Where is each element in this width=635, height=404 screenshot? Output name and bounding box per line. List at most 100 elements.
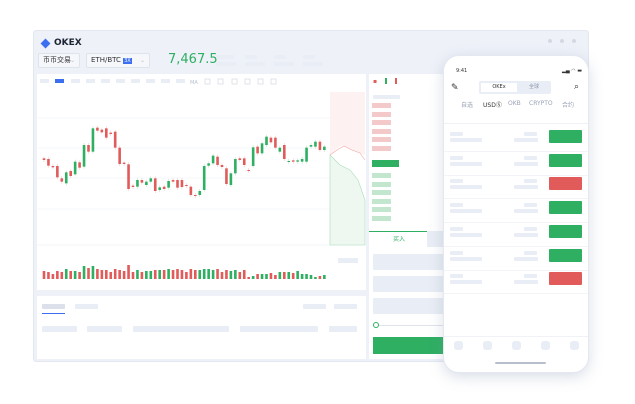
tab-futures[interactable]: 合约 (562, 102, 575, 109)
slider-track[interactable] (379, 325, 459, 326)
market-row[interactable] (444, 224, 588, 247)
interval-button[interactable] (146, 79, 155, 83)
volume-bar (291, 273, 295, 279)
market-row[interactable] (444, 176, 588, 200)
volume-bar (149, 271, 153, 279)
edit-icon[interactable]: ✎ (451, 83, 459, 93)
candle (247, 170, 250, 171)
change-badge[interactable] (549, 224, 582, 238)
tab-okb[interactable]: OKB (508, 100, 521, 107)
chart-tool-icon[interactable] (204, 78, 211, 85)
chart-tool-icon[interactable] (231, 78, 238, 85)
bottom-nav-icon[interactable] (483, 341, 492, 350)
volume-bar (189, 269, 193, 279)
interval-button[interactable] (101, 79, 110, 83)
orders-panel (37, 296, 366, 359)
change-badge[interactable] (549, 130, 582, 143)
mid-price-bar (372, 160, 399, 167)
segment-okex[interactable]: OKEx (481, 83, 517, 92)
market-row[interactable] (444, 271, 588, 295)
indicator-select[interactable]: MA (190, 80, 198, 86)
volume-bar (113, 269, 117, 279)
candle (180, 180, 184, 187)
ask-row[interactable] (372, 120, 391, 126)
change-badge[interactable] (549, 201, 582, 215)
market-row[interactable] (444, 248, 588, 271)
ask-row[interactable] (372, 137, 391, 143)
search-icon[interactable]: ⌕ (574, 82, 580, 92)
bid-row[interactable] (372, 198, 391, 204)
change-badge[interactable] (549, 153, 582, 167)
ask-row[interactable] (372, 146, 391, 151)
chart-tool-icon[interactable] (217, 78, 224, 85)
tab-usds[interactable]: USDⓈ (483, 102, 502, 109)
volume-label (338, 258, 358, 263)
total-input[interactable] (373, 298, 459, 314)
amount-input[interactable] (373, 276, 459, 292)
change-badge[interactable] (549, 272, 582, 286)
ask-row[interactable] (372, 111, 391, 117)
volume-bar (198, 270, 202, 279)
buy-button[interactable] (373, 337, 459, 354)
window-dot[interactable] (548, 39, 552, 43)
interval-button[interactable] (161, 79, 170, 83)
orders-tab[interactable] (75, 304, 98, 309)
tab-favorites[interactable]: 自选 (461, 102, 474, 109)
ask-row[interactable] (372, 128, 391, 134)
bid-row[interactable] (372, 181, 391, 187)
chart-tool-icon[interactable] (270, 78, 277, 85)
bid-row[interactable] (372, 173, 391, 178)
orders-tab-active[interactable] (42, 304, 65, 309)
interval-button[interactable] (40, 79, 49, 83)
market-row[interactable] (444, 153, 588, 176)
bottom-nav-icon[interactable] (454, 341, 463, 350)
market-row[interactable] (444, 200, 588, 224)
interval-button[interactable] (86, 79, 95, 83)
ask-row[interactable] (372, 103, 391, 108)
interval-button[interactable] (55, 79, 64, 83)
volume-bar (140, 272, 144, 279)
book-bids-icon[interactable] (385, 78, 387, 84)
market-row[interactable] (444, 129, 588, 152)
segment-global[interactable]: 全球 (528, 84, 539, 90)
volume-bar (180, 270, 184, 279)
price-input[interactable] (373, 254, 459, 270)
interval-button[interactable] (131, 79, 140, 83)
interval-button[interactable] (176, 79, 185, 83)
volume-bar (283, 272, 286, 279)
volume-bar (256, 274, 259, 279)
volume-bar (225, 270, 228, 279)
book-both-icon[interactable]: ▪ (373, 78, 378, 85)
market-select[interactable]: 币币交易 ⌄ (38, 53, 80, 68)
window-dot[interactable] (572, 39, 576, 43)
bottom-nav-icon[interactable] (541, 341, 550, 350)
candle (113, 131, 117, 148)
bid-row[interactable] (372, 216, 391, 221)
pair-select[interactable]: ETH/BTC 3X ⌄ (86, 53, 150, 68)
exchange-toggle[interactable]: OKEx 全球 (479, 81, 551, 94)
bid-row[interactable] (372, 207, 391, 213)
window-dot[interactable] (560, 39, 564, 43)
chevron-down-icon: ⌄ (69, 57, 75, 64)
buy-tab[interactable]: 买入 (369, 231, 429, 247)
change-badge[interactable] (549, 177, 582, 191)
interval-button[interactable] (116, 79, 125, 83)
bid-row[interactable] (372, 190, 391, 196)
bottom-nav-icon[interactable] (512, 341, 521, 350)
volume-bar (300, 274, 304, 279)
chart-tool-icon[interactable] (244, 78, 251, 85)
bottom-nav-icon[interactable] (570, 341, 579, 350)
tab-crypto[interactable]: CRYPTO (529, 100, 553, 107)
volume-bar (100, 270, 104, 279)
candle (220, 165, 224, 167)
candle (265, 136, 268, 145)
book-asks-icon[interactable] (395, 78, 397, 84)
volume-bar (260, 274, 264, 279)
change-badge[interactable] (549, 248, 582, 262)
candle (211, 155, 215, 164)
interval-button[interactable] (71, 79, 80, 83)
candle (242, 158, 246, 165)
chart-tool-icon[interactable] (257, 78, 264, 85)
slider-handle[interactable] (373, 322, 379, 328)
